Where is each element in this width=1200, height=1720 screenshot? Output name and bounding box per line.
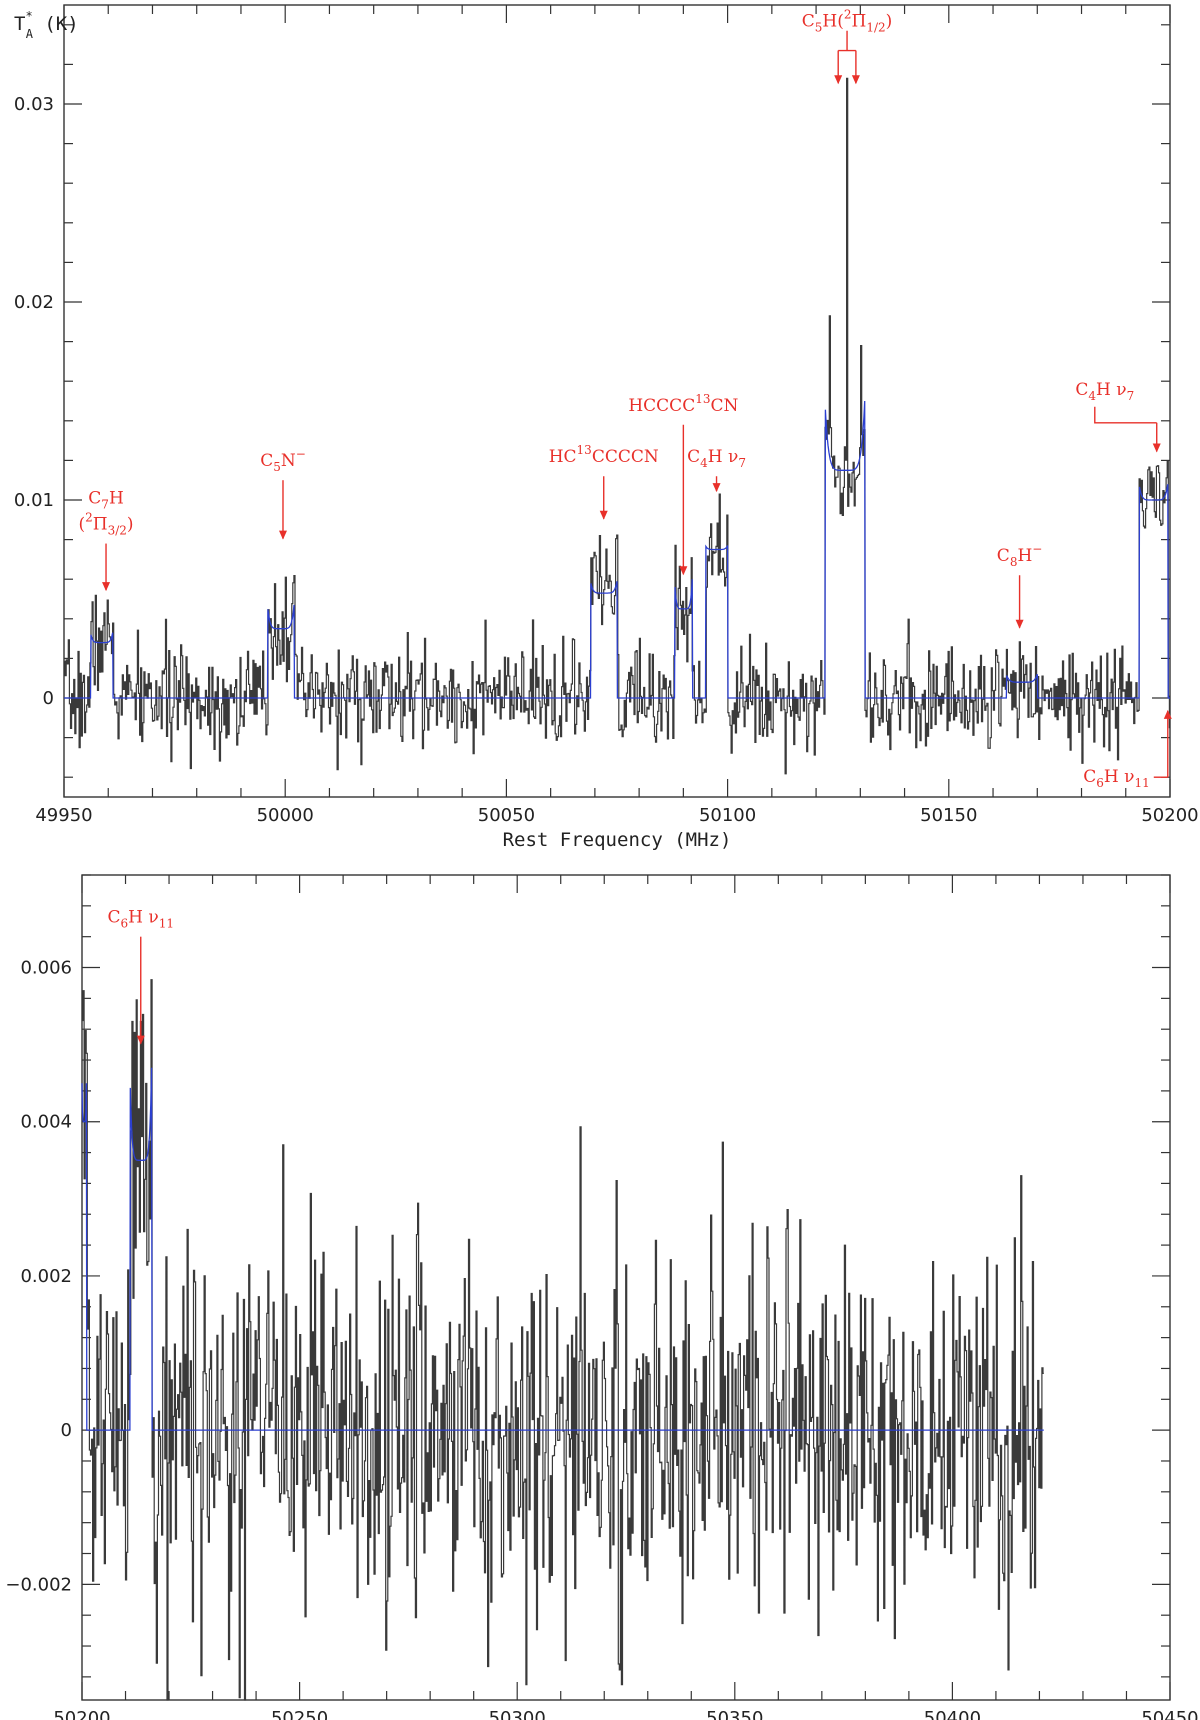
c6h-upward-annotation: C6​H ν11​ bbox=[1083, 709, 1172, 790]
annotation-label: HCCCC13​CN bbox=[628, 392, 738, 416]
x-axis-label: Rest Frequency (MHz) bbox=[503, 829, 732, 851]
y-tick-label: 0 bbox=[43, 688, 54, 709]
x-tick-label: 50250 bbox=[271, 1708, 328, 1720]
line-annotation: C4​H ν7​ bbox=[1075, 380, 1161, 453]
annotation-label-line: HC13​CCCCN bbox=[549, 443, 659, 467]
bracket-label: C5​H(2​Π1/2​) bbox=[802, 8, 893, 35]
annotation-arrow-head bbox=[712, 483, 721, 493]
y-tick-label: 0.01 bbox=[14, 490, 54, 511]
annotation-arrow-head bbox=[278, 530, 287, 540]
annotation-label: C7​H(2​Π3/2​) bbox=[78, 489, 133, 538]
bottom-spectrum-panel: 50200 50250 50300 50350 50400 50450 −0.002 0 0.0… bbox=[5, 874, 1199, 1720]
annotation-label: C4​H ν7​ bbox=[1075, 380, 1134, 403]
line-annotation: C4​H ν7​ bbox=[687, 447, 746, 493]
line-annotation: C8​H−​ bbox=[997, 542, 1043, 629]
annotation-label-line: C7​H bbox=[88, 489, 123, 512]
line-annotation: HCCCC13​CN bbox=[628, 392, 738, 576]
annotation-label-line: HCCCC13​CN bbox=[628, 392, 738, 416]
annotation-label: C6​H ν11​ bbox=[1083, 767, 1150, 790]
annotation-label-line: (2​Π3/2​) bbox=[78, 511, 133, 538]
annotation-label: C4​H ν7​ bbox=[687, 447, 746, 470]
x-tick-label: 50350 bbox=[706, 1708, 763, 1720]
y-tick-label: 0.004 bbox=[20, 1112, 72, 1133]
annotation-leader bbox=[1094, 406, 1157, 424]
line-annotation: HC13​CCCCN bbox=[549, 443, 659, 520]
top-spectrum-panel: 49950 50000 50050 50100 50150 50200 0 0.01 0.02 0… bbox=[14, 4, 1199, 851]
line-annotation: C5​N−​ bbox=[260, 447, 306, 540]
annotation-arrow-up-head bbox=[1163, 709, 1172, 719]
x-tick-label: 50450 bbox=[1141, 1708, 1198, 1720]
x-tick-label: 50200 bbox=[1141, 805, 1198, 826]
annotation-arrow-head bbox=[599, 510, 608, 520]
annotation-label: HC13​CCCCN bbox=[549, 443, 659, 467]
annotation-label-line: C8​H−​ bbox=[997, 542, 1043, 569]
y-tick-label: 0.03 bbox=[14, 94, 54, 115]
x-tick-label: 50000 bbox=[257, 805, 314, 826]
c5h-bracket-annotation: C5​H(2​Π1/2​) bbox=[802, 8, 893, 85]
y-axis-label: T* A (K) bbox=[14, 9, 79, 41]
annotation-label-line: C4​H ν7​ bbox=[1075, 380, 1134, 403]
plot-frame bbox=[81, 874, 1171, 1701]
x-tick-label: 50150 bbox=[920, 805, 977, 826]
bracket-arrow-left-head bbox=[834, 75, 843, 85]
bracket-label-line: C5​H(2​Π1/2​) bbox=[802, 8, 893, 35]
annotation-label-line: C6​H ν11​ bbox=[107, 908, 174, 931]
x-tick-label: 50050 bbox=[478, 805, 535, 826]
y-tick-label: −0.002 bbox=[5, 1574, 72, 1595]
annotation-label-line: C6​H ν11​ bbox=[1083, 767, 1150, 790]
annotation-label-line: C5​N−​ bbox=[260, 447, 306, 474]
observed-spectrum bbox=[64, 77, 1170, 775]
model-fit bbox=[64, 400, 1170, 699]
observed-spectrum bbox=[82, 979, 1044, 1701]
annotation-arrow-head bbox=[1152, 443, 1161, 453]
line-annotation: C6​H ν11​ bbox=[107, 908, 174, 1045]
y-tick-label: 0.02 bbox=[14, 292, 54, 313]
annotation-label: C6​H ν11​ bbox=[107, 908, 174, 931]
model-fit bbox=[81, 1067, 1044, 1431]
x-tick-label: 50400 bbox=[924, 1708, 981, 1720]
x-tick-label: 50300 bbox=[489, 1708, 546, 1720]
x-tick-label: 50100 bbox=[699, 805, 756, 826]
y-tick-label: 0 bbox=[61, 1420, 72, 1441]
plot-frame bbox=[63, 4, 1171, 798]
y-tick-label: 0.002 bbox=[20, 1266, 72, 1287]
annotation-arrow-head bbox=[1015, 619, 1024, 629]
annotation-label: C5​N−​ bbox=[260, 447, 306, 474]
line-annotation: C7​H(2​Π3/2​) bbox=[78, 489, 134, 592]
y-tick-label: 0.006 bbox=[20, 958, 72, 979]
x-tick-label: 49950 bbox=[35, 805, 92, 826]
x-tick-label: 50200 bbox=[53, 1708, 110, 1720]
annotation-arrow-head bbox=[679, 566, 688, 576]
annotation-arrow-head bbox=[102, 582, 111, 592]
annotation-label-line: C4​H ν7​ bbox=[687, 447, 746, 470]
annotation-label: C8​H−​ bbox=[997, 542, 1043, 569]
bracket-arrow-right-head bbox=[851, 75, 860, 85]
annotation-arrow-head bbox=[136, 1035, 145, 1045]
